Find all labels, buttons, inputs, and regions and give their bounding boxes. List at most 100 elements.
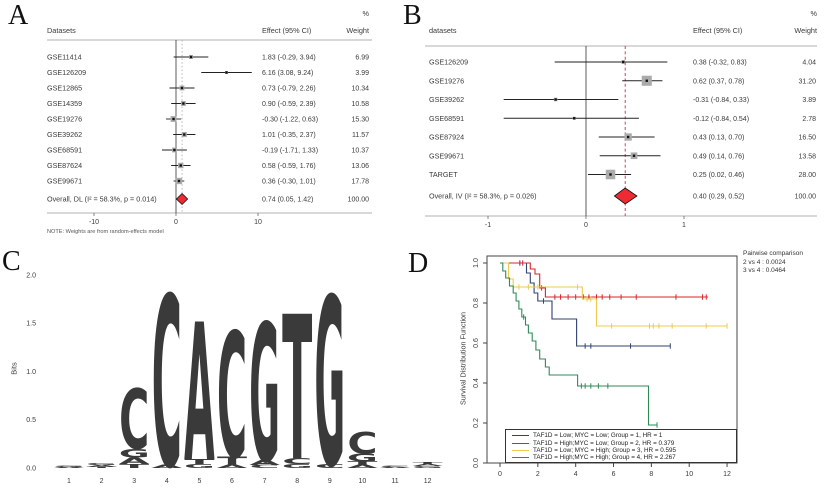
x-tick-label: 12 (424, 478, 432, 485)
weight-value: 13.58 (798, 153, 816, 160)
y-tick-label: 1.5 (26, 321, 36, 328)
col-header-percent: % (810, 9, 818, 18)
weight-value: 10.37 (351, 148, 369, 155)
x-tick-label: 3 (132, 478, 136, 485)
weight-value: 16.50 (798, 135, 816, 142)
y-tick-label: 0.4 (473, 378, 480, 388)
panel-a-forest-plot: A Datasets Effect (95% CI) % Weight GSE1… (0, 0, 400, 246)
forest-row-label: GSE68591 (47, 146, 82, 155)
y-tick-label: 1.0 (26, 369, 36, 376)
effect-value: 6.16 (3.08, 9.24) (262, 70, 313, 77)
x-tick-label: 10 (359, 478, 367, 485)
logo-letter-A: A (412, 464, 443, 467)
legend-label: TAF1D = High;MYC = High; Group = 4, HR =… (533, 454, 676, 462)
logo-letter-T: T (413, 462, 444, 465)
forest-row-label: GSE11414 (47, 53, 82, 62)
forest-row-label: GSE14359 (47, 99, 82, 108)
y-tick-label: 0.2 (473, 418, 480, 428)
col-header-datasets: Datasets (47, 26, 76, 35)
axis-tick-label: 0 (174, 219, 178, 226)
weight-value: 2.78 (802, 116, 816, 123)
point-estimate (180, 86, 184, 90)
overall-effect-value: 0.40 (0.29, 0.52) (693, 194, 744, 201)
forest-row-label: GSE99671 (429, 151, 464, 160)
legend-label: TAF1D = Low; MYC = Low; Group = 1, HR = … (533, 432, 663, 440)
logo-letter-G: G (119, 446, 150, 460)
logo-letter-C: C (315, 463, 345, 469)
x-tick-label: 12 (723, 471, 731, 478)
x-tick-label: 8 (649, 471, 653, 478)
point-estimate (609, 173, 612, 176)
logo-letter-C: C (347, 427, 377, 460)
legend-line-swatch (512, 442, 529, 444)
x-tick-label: 4 (574, 471, 578, 478)
x-tick-label: 1 (67, 478, 71, 485)
plot-frame (486, 255, 738, 464)
annotation-line: Pairwise comparison (743, 250, 803, 257)
weight-value: 3.99 (355, 70, 369, 77)
logo-letter-G: G (54, 465, 85, 467)
km-legend: TAF1D = Low; MYC = Low; Group = 1, HR = … (505, 429, 737, 463)
logo-letter-T: T (87, 467, 118, 469)
y-tick-label: 0.5 (26, 417, 36, 424)
effect-value: 0.58 (-0.59, 1.76) (262, 163, 316, 170)
weight-value: 4.04 (802, 60, 816, 67)
overall-label: Overall, IV (I² = 58.3%, p = 0.026) (429, 192, 536, 201)
axis-tick-label: 1 (682, 222, 686, 229)
point-estimate (182, 102, 185, 105)
point-estimate (179, 164, 182, 167)
km-curves-chart: 0.0 0.2 0.4 0.6 0.8 1.0 0 2 4 6 8 10 12 (473, 255, 738, 478)
overall-weight-value: 100.00 (795, 194, 817, 201)
effect-value: -0.31 (-0.84, 0.33) (693, 97, 749, 104)
legend-item: TAF1D = High;MYC = Low; Group = 2, HR = … (512, 439, 736, 447)
x-tick-label: 7 (263, 478, 267, 485)
legend-item: TAF1D = Low; MYC = Low; Group = 1, HR = … (512, 432, 736, 439)
forest-row-label: TARGET (429, 170, 458, 179)
weight-value: 13.06 (351, 163, 369, 170)
weight-value: 15.30 (351, 117, 369, 124)
forest-chart-a: GSE11414 1.83 (-0.29, 3.94) 6.99 GSE126209 6… (47, 39, 372, 226)
weight-value: 6.99 (355, 55, 369, 62)
logo-letter-C: C (119, 374, 149, 469)
col-header-effect: Effect (95% CI) (693, 26, 743, 35)
panel-b-forest-plot: B datasets Effect (95% CI) % Weight GSE1… (400, 0, 825, 246)
annotation-line: 2 vs 4 : 0.0024 (743, 258, 786, 266)
legend-item: TAF1D = High;MYC = High; Group = 4, HR =… (512, 454, 736, 461)
panel-c-sequence-logo: C Bits 0.0 0.5 1.0 1.5 2.0 1 2 3 4 5 6 7 8 9 10 11 12 A G T… (0, 246, 455, 492)
logo-letter-T: T (119, 463, 150, 469)
annotation-line: 3 vs 4 : 0.0464 (743, 267, 786, 275)
logo-letter-C: C (250, 464, 280, 469)
x-tick-label: 4 (165, 478, 169, 485)
point-estimate (225, 71, 228, 74)
logo-letter-A: A (217, 464, 248, 469)
overall-label: Overall, DL (I² = 58.3%, p = 0.014) (47, 195, 157, 204)
logo-letter-T: T (217, 454, 247, 468)
x-tick-label: 2 (536, 471, 540, 478)
legend-line-swatch (512, 449, 529, 451)
forest-row-label: GSE87624 (47, 161, 82, 170)
logo-letter-A: A (152, 464, 183, 469)
axis-tick-label: 10 (254, 219, 262, 226)
forest-row-label: GSE39262 (429, 95, 464, 104)
y-tick-label: 0.8 (473, 298, 480, 308)
forest-row-label: GSE99671 (47, 177, 82, 186)
effect-value: 1.83 (-0.29, 3.94) (262, 55, 316, 62)
forest-row-label: GSE12865 (47, 84, 82, 93)
logo-letter-A: A (119, 455, 151, 466)
axis-tick-label: 0 (584, 222, 588, 229)
effect-value: -0.12 (-0.84, 0.54) (693, 116, 749, 123)
pairwise-comparison-annotation: Pairwise comparison 2 vs 4 : 0.0024 3 vs… (743, 250, 803, 276)
logo-letter-A: A (249, 459, 280, 467)
legend-line-swatch (512, 435, 529, 437)
x-tick-label: 6 (612, 471, 616, 478)
logo-letter-A: A (380, 467, 411, 469)
km-curve (500, 262, 727, 327)
col-header-weight: Weight (346, 26, 369, 35)
logo-letter-C: C (217, 298, 247, 492)
logo-letter-G: G (314, 251, 345, 492)
y-tick-label: 0.0 (26, 465, 36, 472)
effect-value: -0.19 (-1.71, 1.33) (262, 148, 318, 155)
weight-value: 3.89 (802, 97, 816, 104)
point-estimate (183, 133, 186, 136)
